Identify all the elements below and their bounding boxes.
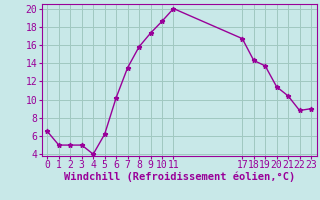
X-axis label: Windchill (Refroidissement éolien,°C): Windchill (Refroidissement éolien,°C) bbox=[64, 172, 295, 182]
